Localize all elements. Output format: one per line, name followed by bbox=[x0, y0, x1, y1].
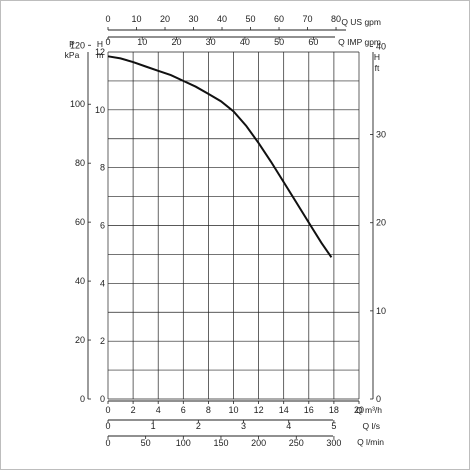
h-ft-tick-label: 30 bbox=[376, 130, 386, 140]
q-usgpm-tick-label: 30 bbox=[189, 14, 199, 24]
q-impgpm-axis-unit: Q IMP gpm bbox=[338, 37, 381, 47]
h-m-tick-label: 0 bbox=[100, 394, 105, 404]
q-ls-tick-label: 5 bbox=[331, 421, 336, 431]
p-kpa-tick-label: 100 bbox=[70, 99, 85, 109]
q-usgpm-tick-label: 20 bbox=[160, 14, 170, 24]
p-axis-unit-kpa: kPa bbox=[65, 50, 80, 60]
h-m-tick-label: 4 bbox=[100, 278, 105, 288]
p-kpa-tick-label: 80 bbox=[75, 158, 85, 168]
q-impgpm-tick-label: 40 bbox=[240, 37, 250, 47]
p-kpa-tick-label: 0 bbox=[80, 394, 85, 404]
q-ls-tick-label: 0 bbox=[105, 421, 110, 431]
q-m3h-tick-label: 8 bbox=[206, 405, 211, 415]
q-ls-tick-label: 1 bbox=[151, 421, 156, 431]
q-usgpm-tick-label: 70 bbox=[303, 14, 313, 24]
p-kpa-tick-label: 40 bbox=[75, 276, 85, 286]
h-m-tick-label: 8 bbox=[100, 163, 105, 173]
q-ls-axis-unit: Q l/s bbox=[363, 421, 380, 431]
series bbox=[107, 55, 333, 258]
p-kpa-tick-label: 20 bbox=[75, 335, 85, 345]
q-usgpm-tick-label: 10 bbox=[131, 14, 141, 24]
q-m3h-tick-label: 14 bbox=[279, 405, 289, 415]
q-impgpm-tick-label: 0 bbox=[105, 37, 110, 47]
q-usgpm-tick-label: 50 bbox=[246, 14, 256, 24]
q-m3h-tick-label: 18 bbox=[329, 405, 339, 415]
q-impgpm-tick-label: 20 bbox=[171, 37, 181, 47]
q-m3h-tick-label: 16 bbox=[304, 405, 314, 415]
q-m3h-tick-label: 0 bbox=[105, 405, 110, 415]
q-usgpm-axis-unit: Q US gpm bbox=[341, 17, 381, 27]
h-ft-tick-label: 20 bbox=[376, 218, 386, 228]
q-usgpm-tick-label: 80 bbox=[331, 14, 341, 24]
h-ft-tick-label: 40 bbox=[376, 41, 386, 51]
h-ft-tick-label: 0 bbox=[376, 394, 381, 404]
q-lmin-tick-label: 150 bbox=[213, 438, 228, 448]
q-lmin-tick-label: 250 bbox=[289, 438, 304, 448]
h-m-axis-unit-m: m bbox=[96, 50, 103, 60]
q-lmin-tick-label: 200 bbox=[251, 438, 266, 448]
h-m-tick-label: 2 bbox=[100, 336, 105, 346]
q-impgpm-tick-label: 60 bbox=[308, 37, 318, 47]
q-impgpm-tick-label: 50 bbox=[274, 37, 284, 47]
h-m-tick-label: 12 bbox=[95, 47, 105, 57]
axes bbox=[87, 27, 374, 439]
q-ls-tick-label: 2 bbox=[196, 421, 201, 431]
h-m-tick-label: 6 bbox=[100, 221, 105, 231]
q-m3h-tick-label: 20 bbox=[354, 405, 364, 415]
h-m-tick-label: 10 bbox=[95, 105, 105, 115]
q-m3h-tick-label: 4 bbox=[156, 405, 161, 415]
q-lmin-tick-label: 100 bbox=[176, 438, 191, 448]
q-m3h-tick-label: 12 bbox=[254, 405, 264, 415]
p-kpa-tick-label: 120 bbox=[70, 40, 85, 50]
grid bbox=[107, 51, 360, 400]
p-axis-unit-p: P bbox=[69, 39, 75, 49]
q-lmin-axis-unit: Q l/min bbox=[357, 437, 384, 447]
h-ft-axis-unit-ft: ft bbox=[375, 63, 380, 73]
q-m3h-tick-label: 10 bbox=[228, 405, 238, 415]
q-ls-tick-label: 4 bbox=[286, 421, 291, 431]
q-lmin-tick-label: 50 bbox=[141, 438, 151, 448]
h-m-axis-unit-h: H bbox=[97, 39, 103, 49]
q-usgpm-tick-label: 0 bbox=[105, 14, 110, 24]
h-ft-tick-label: 10 bbox=[376, 306, 386, 316]
q-impgpm-tick-label: 30 bbox=[206, 37, 216, 47]
p-kpa-tick-label: 60 bbox=[75, 217, 85, 227]
q-usgpm-tick-label: 40 bbox=[217, 14, 227, 24]
performance-curve bbox=[107, 55, 333, 258]
q-lmin-tick-label: 0 bbox=[105, 438, 110, 448]
q-impgpm-tick-label: 10 bbox=[137, 37, 147, 47]
q-m3h-axis-unit: Q m³/h bbox=[356, 405, 382, 415]
q-m3h-tick-label: 2 bbox=[131, 405, 136, 415]
q-ls-tick-label: 3 bbox=[241, 421, 246, 431]
h-ft-axis-unit-h: H bbox=[374, 52, 380, 62]
q-lmin-tick-label: 300 bbox=[326, 438, 341, 448]
q-usgpm-tick-label: 60 bbox=[274, 14, 284, 24]
q-m3h-tick-label: 6 bbox=[181, 405, 186, 415]
